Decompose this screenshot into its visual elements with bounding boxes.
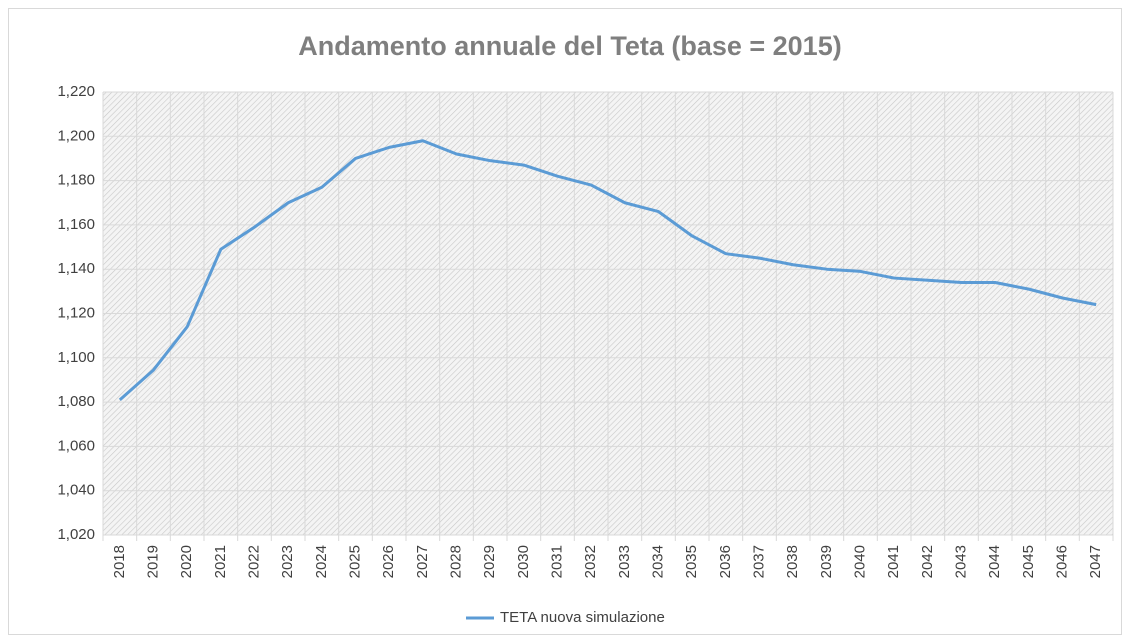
x-tick-label: 2020: [178, 545, 195, 578]
x-tick-label: 2029: [481, 545, 498, 578]
x-tick-label: 2032: [582, 545, 599, 578]
x-tick-label: 2035: [683, 545, 700, 578]
x-tick-label: 2033: [616, 545, 633, 578]
x-tick-label: 2038: [784, 545, 801, 578]
x-tick-label: 2028: [447, 545, 464, 578]
x-tick-label: 2022: [245, 545, 262, 578]
legend-label: TETA nuova simulazione: [500, 609, 665, 626]
x-tick-label: 2039: [818, 545, 835, 578]
y-tick-label: 1,080: [57, 393, 95, 410]
x-tick-label: 2031: [548, 545, 565, 578]
y-tick-label: 1,100: [57, 349, 95, 366]
x-tick-label: 2026: [380, 545, 397, 578]
chart-title: Andamento annuale del Teta (base = 2015): [298, 31, 841, 61]
y-tick-label: 1,160: [57, 216, 95, 233]
y-tick-label: 1,180: [57, 172, 95, 189]
x-tick-label: 2037: [750, 545, 767, 578]
x-tick-label: 2047: [1087, 545, 1104, 578]
y-tick-label: 1,220: [57, 83, 95, 100]
x-tick-label: 2025: [346, 545, 363, 578]
x-tick-label: 2024: [313, 545, 330, 578]
x-tick-label: 2044: [986, 545, 1003, 578]
x-tick-label: 2030: [515, 545, 532, 578]
y-tick-label: 1,120: [57, 304, 95, 321]
x-tick-label: 2018: [111, 545, 128, 578]
x-tick-label: 2034: [649, 545, 666, 578]
y-tick-label: 1,200: [57, 127, 95, 144]
data-line: [118, 139, 1097, 402]
y-tick-label: 1,020: [57, 526, 95, 543]
y-tick-label: 1,040: [57, 482, 95, 499]
x-tick-label: 2027: [414, 545, 431, 578]
x-tick-label: 2045: [1020, 545, 1037, 578]
x-tick-label: 2040: [851, 545, 868, 578]
x-tick-label: 2046: [1053, 545, 1070, 578]
x-tick-label: 2041: [885, 545, 902, 578]
y-tick-label: 1,140: [57, 260, 95, 277]
x-tick-label: 2036: [717, 545, 734, 578]
x-tick-label: 2043: [952, 545, 969, 578]
x-tick-label: 2023: [279, 545, 296, 578]
y-tick-label: 1,060: [57, 437, 95, 454]
x-tick-label: 2021: [212, 545, 229, 578]
x-tick-label: 2019: [144, 545, 161, 578]
x-tick-label: 2042: [919, 545, 936, 578]
